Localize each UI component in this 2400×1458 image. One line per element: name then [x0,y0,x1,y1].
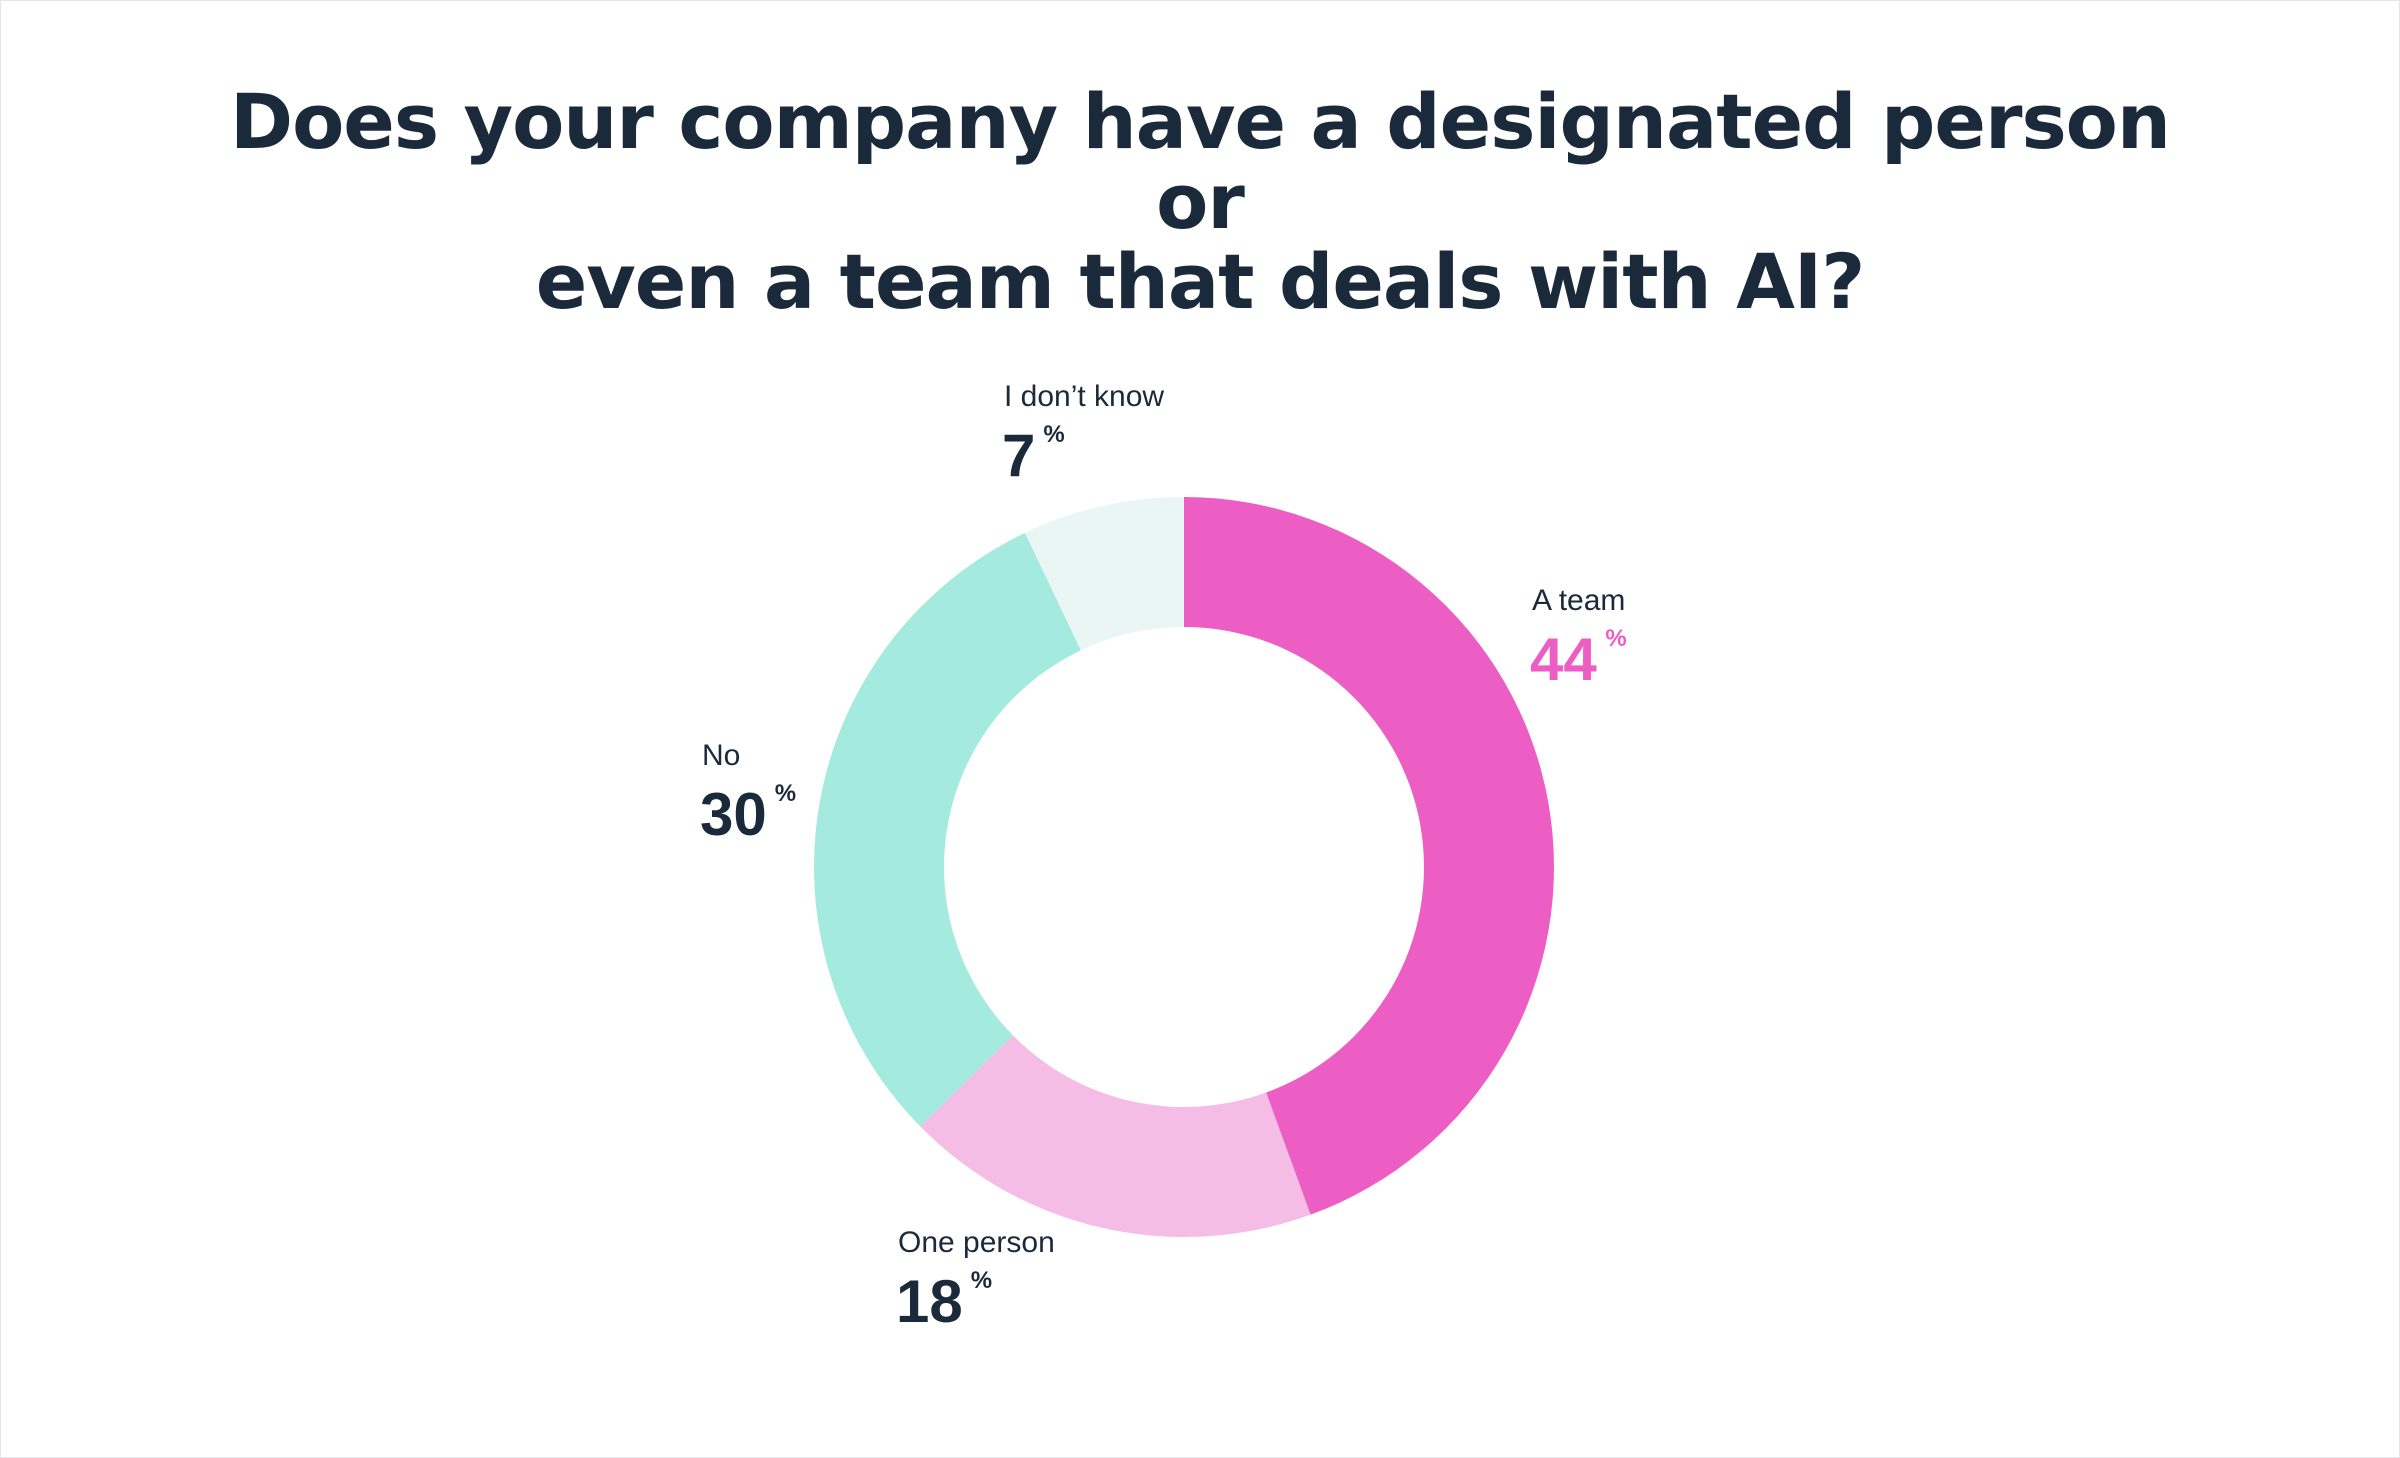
label-group-one-person: One person 18% [896,1226,1055,1335]
slice-value-no: 30 [700,781,767,848]
slice-label-one-person: One person [898,1226,1055,1259]
slice-no [814,532,1081,1127]
slice-i-don-t-know [1024,497,1184,651]
slice-value-a-team: 44 [1530,626,1597,693]
slice-a-team [1184,497,1555,1215]
chart-title: Does your company have a designated pers… [200,82,2200,322]
slice-label-i-don-t-know: I don’t know [1004,380,1164,413]
slice-value-i-don-t-know: 7 [1002,422,1035,489]
label-group-a-team: A team 44% [1530,584,1627,693]
donut-labels: A team 44 % One person 18 % No 30 % I don’t know 7… [700,380,1627,1335]
chart-title-line-1: Does your company have a designated pers… [229,77,2171,246]
label-group-i-don-t-know: I don’t know 7% [1002,380,1164,489]
donut-slices [814,497,1555,1237]
slice-percent-sign-i-don-t-know: % [1043,421,1064,448]
slice-percent-sign-no: % [775,780,796,807]
slice-one-person [920,1035,1311,1237]
slice-label-no: No [702,739,740,772]
label-group-no: No 30% [700,739,796,848]
slice-percent-sign-a-team: % [1605,625,1626,652]
chart-title-line-2: even a team that deals with AI? [535,237,1866,326]
slice-label-a-team: A team [1532,584,1625,617]
slice-percent-sign-one-person: % [971,1267,992,1294]
slice-value-one-person: 18 [896,1268,963,1335]
